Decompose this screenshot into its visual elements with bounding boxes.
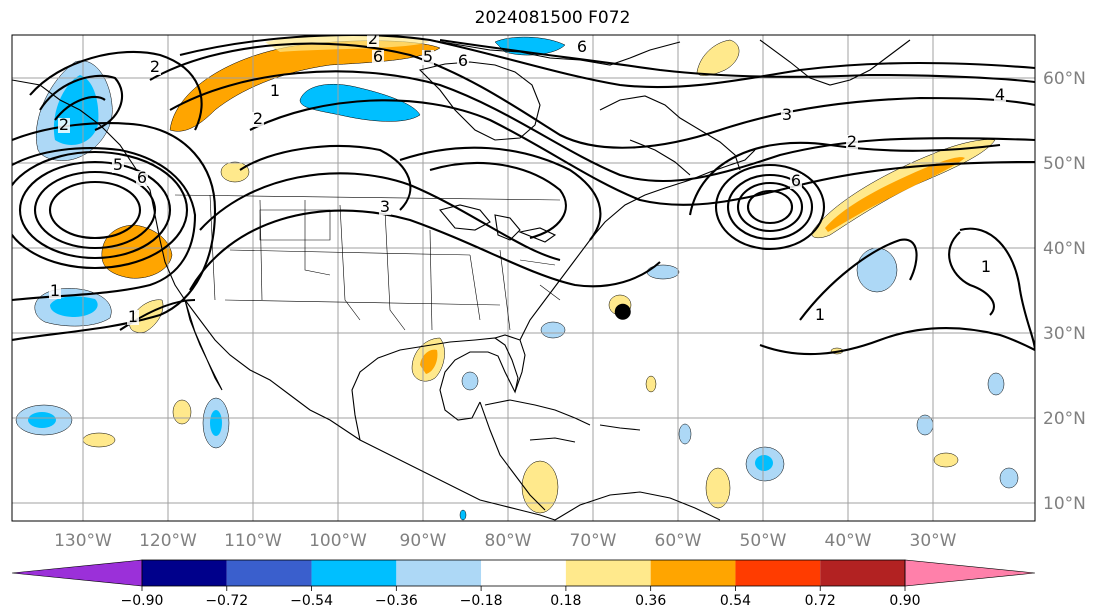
colorbar-tick-label: 0.72 (805, 593, 836, 609)
svg-text:4: 4 (995, 85, 1005, 104)
contour-label: 4 (994, 85, 1006, 104)
svg-text:2: 2 (150, 57, 160, 76)
svg-text:5: 5 (113, 155, 123, 174)
contour-label: 3 (379, 197, 391, 216)
svg-text:6: 6 (137, 168, 147, 187)
svg-text:2: 2 (847, 132, 857, 151)
colorbar-tick-label: 0.36 (635, 593, 666, 609)
latitude-label: 60°N (1043, 69, 1086, 89)
contour-label: 5 (112, 155, 124, 174)
colorbar-tick-label: −0.72 (205, 593, 248, 609)
contour-label: 1 (49, 281, 61, 300)
longitude-label: 30°W (910, 531, 957, 551)
map-title: 2024081500 F072 (474, 8, 631, 28)
political-borders (174, 194, 561, 331)
map-frame (11, 34, 1036, 522)
latitude-label: 30°N (1043, 324, 1086, 344)
contour-label: 2 (149, 57, 161, 76)
colorbar-segment (650, 560, 736, 586)
longitude-label: 110°W (224, 531, 282, 551)
storm-center-marker (614, 303, 631, 320)
longitude-label: 60°W (655, 531, 702, 551)
longitude-label: 120°W (139, 531, 197, 551)
svg-text:3: 3 (380, 197, 390, 216)
colorbar-outline (141, 559, 906, 587)
colorbar-segment (311, 560, 397, 586)
shaded-anomaly-field (15, 35, 1019, 521)
contour-label: 1 (127, 307, 139, 326)
svg-text:1: 1 (128, 307, 138, 326)
colorbar-tick-label: 0.18 (550, 593, 581, 609)
svg-text:1: 1 (50, 281, 60, 300)
contour-label: 6 (576, 37, 588, 56)
contour-label: 3 (781, 105, 793, 124)
contour-label: 1 (980, 257, 992, 276)
svg-text:2: 2 (59, 115, 69, 134)
longitude-labels: 130°W 120°W 110°W 100°W 90°W 80°W 70°W 60°W 50°W… (54, 531, 957, 551)
latitude-label: 50°N (1043, 154, 1086, 174)
contour-lines (12, 35, 1035, 356)
contour-label: 1 (269, 81, 281, 100)
contour-label: 2 (846, 132, 858, 151)
colorbar-segment (226, 560, 312, 586)
contour-label: 6 (457, 51, 469, 70)
svg-text:1: 1 (815, 305, 825, 324)
colorbar-tick-label: −0.90 (121, 593, 164, 609)
contour-label: 6 (372, 47, 384, 66)
colorbar-extend-high (904, 559, 1036, 587)
svg-text:6: 6 (577, 37, 587, 56)
latitude-label: 40°N (1043, 239, 1086, 259)
coastlines (12, 39, 911, 521)
colorbar-tick-label: 0.54 (720, 593, 751, 609)
latitude-label: 10°N (1043, 494, 1086, 514)
longitude-label: 70°W (570, 531, 617, 551)
svg-text:1: 1 (981, 257, 991, 276)
svg-text:3: 3 (782, 105, 792, 124)
colorbar-segment (396, 560, 482, 586)
colorbar: −0.90 −0.72 −0.54 −0.36 −0.18 0.18 0.36 0.54 0.7… (11, 559, 1036, 609)
contour-label: 6 (790, 171, 802, 190)
contour-label: 2 (367, 29, 379, 48)
svg-text:1: 1 (270, 81, 280, 100)
contour-label: 5 (422, 47, 434, 66)
longitude-label: 90°W (400, 531, 447, 551)
colorbar-segment (481, 560, 566, 586)
svg-text:6: 6 (458, 51, 468, 70)
longitude-label: 50°W (740, 531, 787, 551)
colorbar-extend-low (11, 559, 143, 587)
longitude-label: 130°W (54, 531, 112, 551)
contour-label: 2 (252, 109, 264, 128)
longitude-label: 80°W (485, 531, 532, 551)
colorbar-segment (735, 560, 821, 586)
contour-label: 2 (58, 115, 70, 134)
latitude-labels: 60°N 50°N 40°N 30°N 20°N 10°N (1043, 69, 1086, 514)
colorbar-segment (142, 560, 227, 586)
colorbar-tick-label: −0.18 (460, 593, 503, 609)
svg-text:6: 6 (373, 47, 383, 66)
svg-text:6: 6 (791, 171, 801, 190)
svg-text:2: 2 (253, 109, 263, 128)
svg-text:2: 2 (368, 29, 378, 48)
svg-text:5: 5 (423, 47, 433, 66)
longitude-label: 40°W (825, 531, 872, 551)
colorbar-segment (820, 560, 905, 586)
longitude-label: 100°W (309, 531, 367, 551)
contour-label: 6 (136, 168, 148, 187)
colorbar-tick-label: 0.90 (889, 593, 920, 609)
colorbar-segment (565, 560, 651, 586)
latitude-label: 20°N (1043, 409, 1086, 429)
colorbar-tick-label: −0.36 (375, 593, 418, 609)
contour-label: 1 (814, 305, 826, 324)
colorbar-tick-label: −0.54 (290, 593, 333, 609)
